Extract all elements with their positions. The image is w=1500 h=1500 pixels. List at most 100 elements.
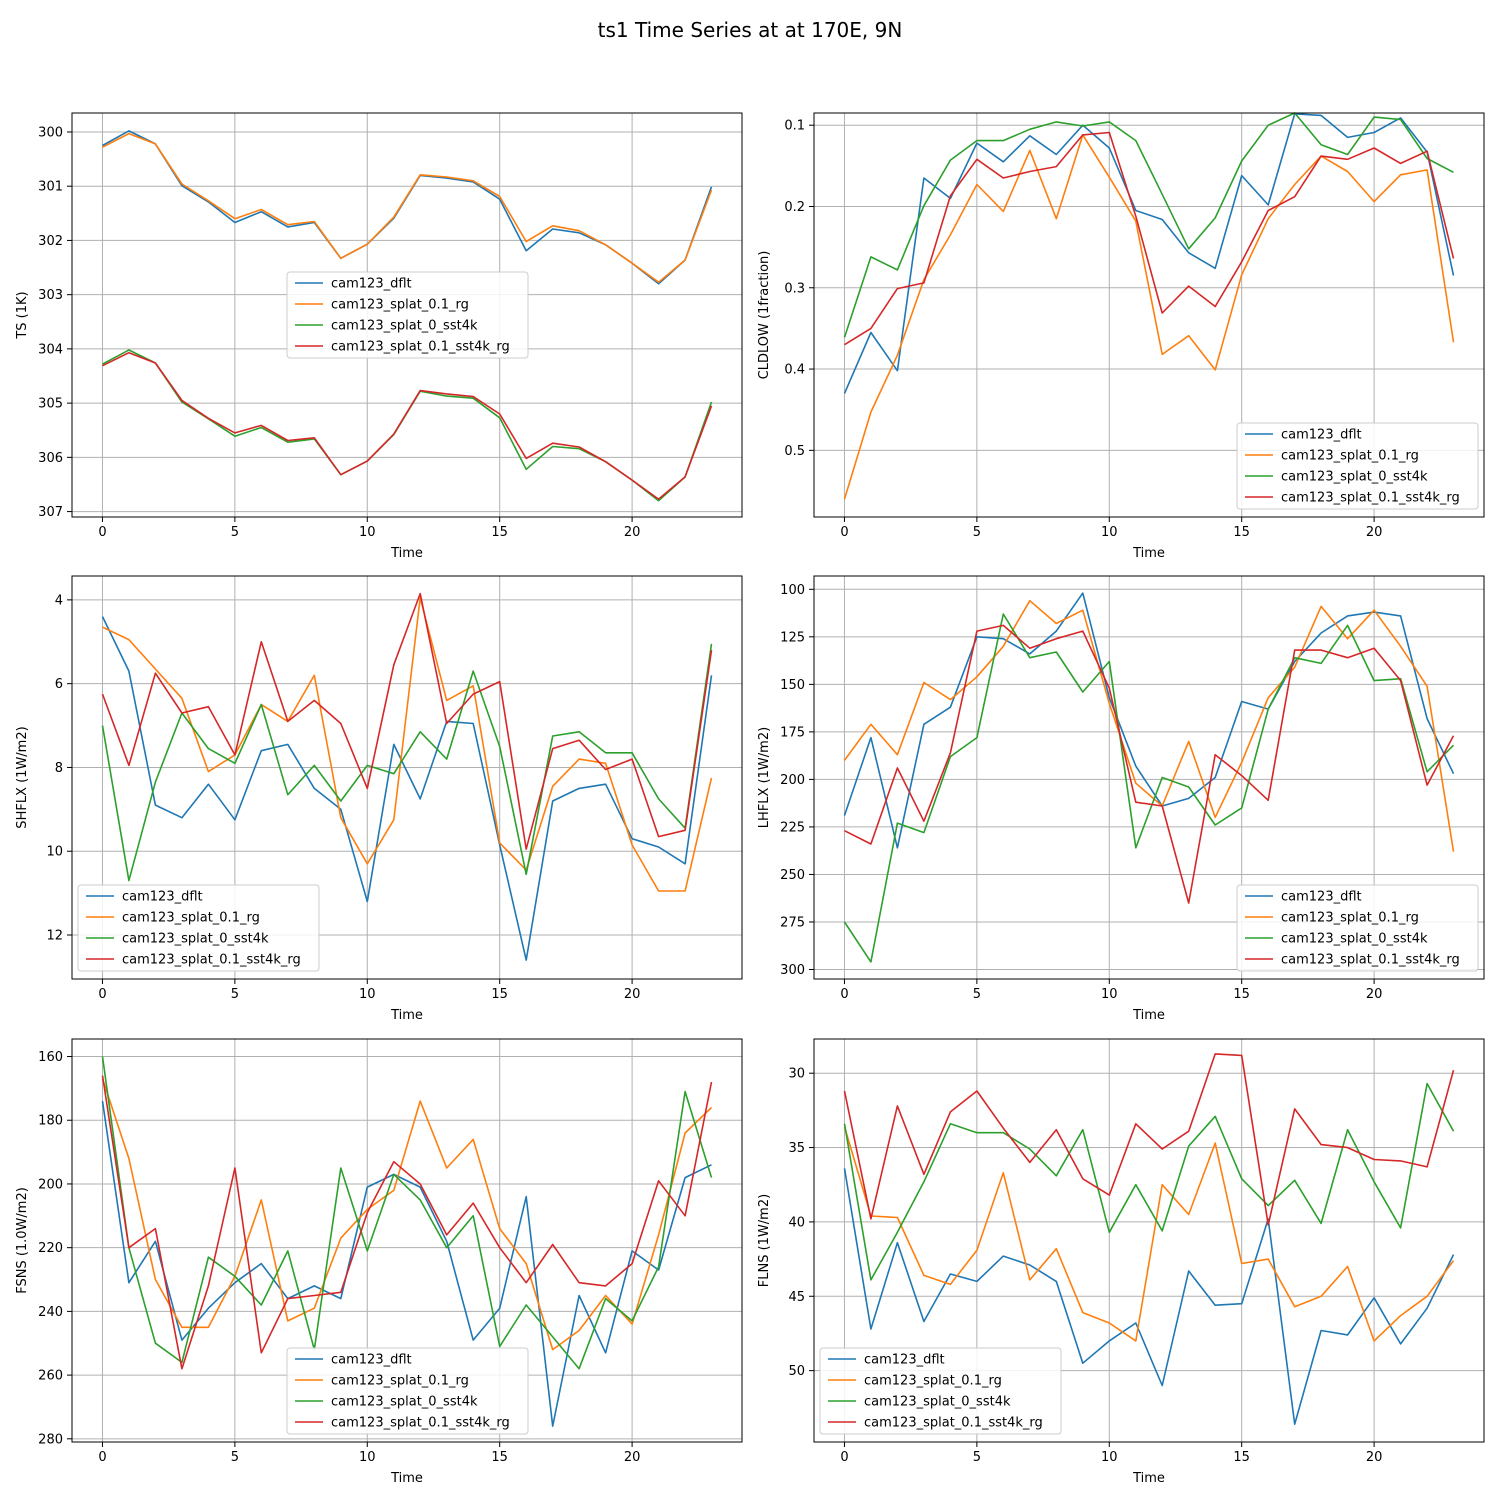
y-tick-label: 125 bbox=[780, 630, 805, 645]
y-tick-label: 225 bbox=[780, 820, 805, 835]
x-axis-label: Time bbox=[1132, 1008, 1165, 1023]
y-tick-label: 300 bbox=[780, 963, 805, 978]
y-axis-label: FLNS (1W/m2) bbox=[757, 1194, 772, 1287]
legend: cam123_dflt cam123_splat_0.1_rg cam123_spl… bbox=[286, 1347, 529, 1435]
series-line-cam123_splat_0.1_rg bbox=[843, 134, 1455, 500]
plot-frame bbox=[813, 112, 1485, 518]
legend-label: cam123_splat_0.1_rg bbox=[1281, 911, 1419, 926]
y-axis-label: SHFLX (1W/m2) bbox=[15, 726, 30, 828]
y-tick-label: 12 bbox=[46, 929, 63, 944]
series-line-cam123_splat_0_sst4k bbox=[843, 1082, 1455, 1281]
legend-box bbox=[819, 1347, 1062, 1435]
subplot-2: 0 5 10 15 20 0.1 0.2 0.3 0.4 0.5 Time CLDLOW (1frac… bbox=[757, 112, 1485, 561]
legend-box bbox=[77, 884, 320, 972]
y-tick-label: 275 bbox=[780, 915, 805, 930]
y-tick-label: 50 bbox=[788, 1364, 805, 1379]
series-line-cam123_splat_0.1_sst4k_rg bbox=[101, 592, 713, 850]
y-tick-label: 0.3 bbox=[784, 281, 805, 296]
y-axis-label: CLDLOW (1fraction) bbox=[757, 251, 772, 380]
legend-label: cam123_splat_0_sst4k bbox=[1281, 932, 1428, 947]
y-axis-label: LHFLX (1W/m2) bbox=[757, 727, 772, 828]
y-tick-label: 240 bbox=[38, 1305, 63, 1320]
x-tick-label: 5 bbox=[973, 987, 981, 1002]
y-tick-label: 100 bbox=[780, 583, 805, 598]
series-line-cam123_splat_0.1_sst4k_rg bbox=[102, 351, 713, 500]
x-axis-label: Time bbox=[390, 546, 423, 561]
y-axis-label: TS (1K) bbox=[15, 291, 30, 339]
series-line-cam123_splat_0.1_sst4k_rg bbox=[843, 1053, 1455, 1226]
y-tick-label: 40 bbox=[788, 1215, 805, 1230]
legend-label: cam123_dflt bbox=[864, 1353, 945, 1368]
x-tick-label: 0 bbox=[840, 525, 848, 540]
legend-box bbox=[1236, 884, 1479, 972]
x-axis-label: Time bbox=[1132, 546, 1165, 561]
legend-label: cam123_splat_0_sst4k bbox=[1281, 470, 1428, 485]
series-line-cam123_dflt bbox=[101, 616, 713, 961]
subplot-4: 0 5 10 15 20 100 125 150 175 200 225 250 275 300 Time L… bbox=[757, 575, 1485, 1023]
series-line-cam123_splat_0.1_rg bbox=[102, 132, 713, 284]
x-tick-label: 15 bbox=[491, 1450, 508, 1465]
legend: cam123_dflt cam123_splat_0.1_rg cam123_spl… bbox=[1236, 884, 1479, 972]
x-tick-label: 20 bbox=[1366, 1450, 1383, 1465]
x-axis-label: Time bbox=[390, 1471, 423, 1486]
x-tick-label: 5 bbox=[973, 525, 981, 540]
legend-label: cam123_splat_0.1_sst4k_rg bbox=[122, 953, 301, 968]
subplot-6: 0 5 10 15 20 30 35 40 45 50 Time FLNS (1W/m2) cam123… bbox=[757, 1038, 1485, 1486]
y-tick-label: 0.2 bbox=[784, 200, 805, 215]
y-tick-label: 307 bbox=[38, 505, 63, 520]
legend-label: cam123_splat_0.1_rg bbox=[1281, 449, 1419, 464]
x-tick-label: 15 bbox=[1233, 987, 1250, 1002]
y-tick-label: 302 bbox=[38, 234, 63, 249]
legend-label: cam123_splat_0.1_sst4k_rg bbox=[331, 1416, 510, 1431]
legend-label: cam123_splat_0.1_rg bbox=[122, 911, 260, 926]
x-tick-label: 20 bbox=[624, 987, 641, 1002]
y-tick-label: 150 bbox=[780, 678, 805, 693]
series-line-cam123_dflt bbox=[843, 1168, 1455, 1425]
series-line-cam123_splat_0.1_rg bbox=[843, 1126, 1455, 1342]
x-axis-label: Time bbox=[1132, 1471, 1165, 1486]
series-line-cam123_splat_0_sst4k bbox=[843, 112, 1454, 338]
plot-frame bbox=[813, 575, 1485, 980]
y-tick-label: 175 bbox=[780, 725, 805, 740]
y-tick-label: 45 bbox=[788, 1290, 805, 1305]
x-tick-label: 0 bbox=[98, 1450, 106, 1465]
y-tick-label: 304 bbox=[38, 342, 63, 357]
x-tick-label: 5 bbox=[231, 525, 239, 540]
x-tick-label: 15 bbox=[491, 525, 508, 540]
subplot-3: 0 5 10 15 20 4 6 8 10 12 Time SHFLX (1W/m2) cam123_d… bbox=[15, 575, 743, 1023]
plot-frame bbox=[71, 112, 743, 518]
legend-label: cam123_splat_0.1_sst4k_rg bbox=[331, 340, 510, 355]
legend-label: cam123_splat_0.1_rg bbox=[864, 1374, 1002, 1389]
legend-label: cam123_splat_0_sst4k bbox=[122, 932, 269, 947]
y-tick-label: 306 bbox=[38, 451, 63, 466]
legend-label: cam123_splat_0.1_sst4k_rg bbox=[1281, 953, 1460, 968]
figure-title: ts1 Time Series at at 170E, 9N bbox=[598, 18, 903, 42]
legend-label: cam123_dflt bbox=[1281, 428, 1362, 443]
series-line-cam123_splat_0.1_rg bbox=[102, 596, 713, 892]
x-tick-label: 15 bbox=[491, 987, 508, 1002]
y-tick-label: 303 bbox=[38, 288, 63, 303]
legend: cam123_dflt cam123_splat_0.1_rg cam123_spl… bbox=[77, 884, 320, 972]
plot-frame bbox=[71, 1038, 743, 1443]
legend-label: cam123_dflt bbox=[1281, 890, 1362, 905]
y-tick-label: 200 bbox=[780, 773, 805, 788]
legend-label: cam123_splat_0.1_rg bbox=[331, 298, 469, 313]
series-line-cam123_splat_0_sst4k bbox=[843, 613, 1455, 963]
series-line-cam123_splat_0.1_sst4k_rg bbox=[844, 131, 1455, 346]
series-line-cam123_dflt bbox=[843, 592, 1455, 849]
x-tick-label: 5 bbox=[231, 987, 239, 1002]
y-tick-label: 6 bbox=[55, 677, 63, 692]
legend-label: cam123_splat_0.1_sst4k_rg bbox=[864, 1416, 1043, 1431]
x-tick-label: 20 bbox=[1366, 525, 1383, 540]
plot-frame bbox=[71, 575, 743, 980]
y-axis-label: FSNS (1.0W/m2) bbox=[15, 1187, 30, 1294]
series-line-cam123_splat_0.1_sst4k_rg bbox=[101, 1075, 713, 1370]
x-tick-label: 15 bbox=[1233, 525, 1250, 540]
legend-box bbox=[286, 271, 529, 359]
legend-label: cam123_splat_0_sst4k bbox=[331, 1395, 478, 1410]
x-axis-label: Time bbox=[390, 1008, 423, 1023]
y-tick-label: 0.1 bbox=[784, 119, 805, 134]
x-tick-label: 10 bbox=[359, 525, 376, 540]
